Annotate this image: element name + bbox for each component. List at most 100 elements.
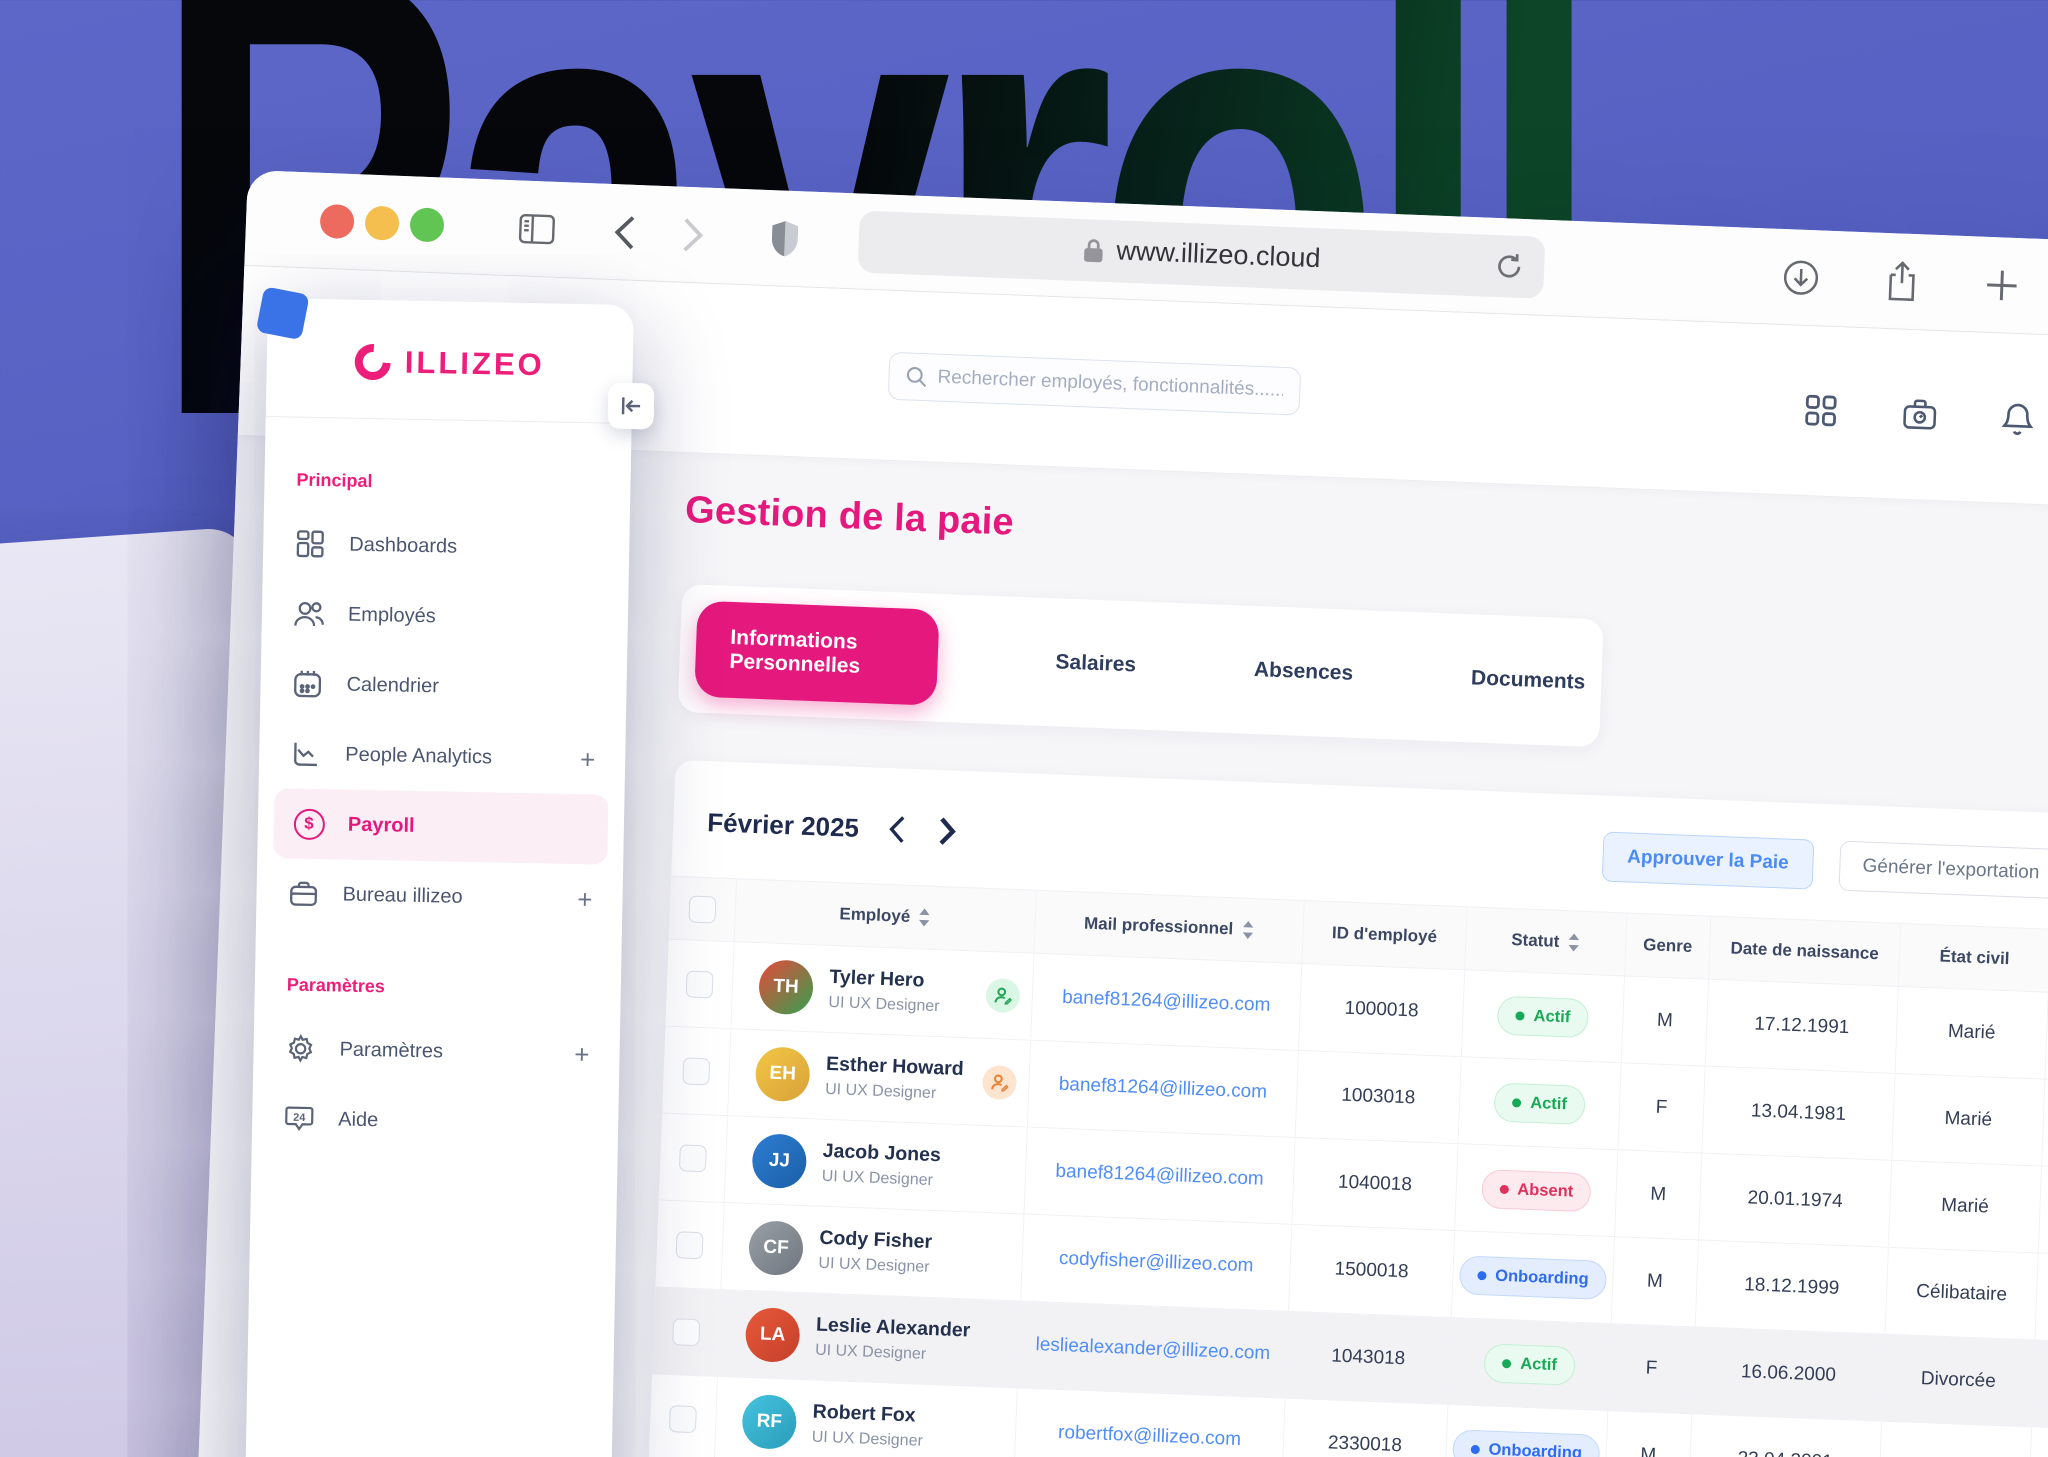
employee-genre: M bbox=[1611, 1237, 1699, 1327]
row-checkbox[interactable] bbox=[685, 969, 714, 998]
sidebar-item-parametres[interactable]: Paramètres + bbox=[283, 1013, 590, 1089]
reload-icon[interactable] bbox=[1494, 250, 1525, 281]
avatar: EH bbox=[754, 1046, 811, 1103]
browser-toolbar: www.illizeo.cloud bbox=[244, 170, 2048, 343]
chevron-right-icon[interactable] bbox=[936, 816, 957, 847]
row-checkbox[interactable] bbox=[668, 1404, 697, 1433]
employee-civil-status: Célibataire bbox=[1885, 1247, 2039, 1340]
tab-salaires[interactable]: Salaires bbox=[1055, 650, 1137, 677]
generate-export-button[interactable]: Générer l'exportation bbox=[1838, 840, 2048, 900]
status-badge: Actif bbox=[1483, 1342, 1576, 1386]
table-row[interactable]: EH Esther Howard UI UX Designer banef81264@… bbox=[662, 1026, 2048, 1175]
column-mail[interactable]: Mail professionnel bbox=[1034, 890, 1305, 964]
employee-id: 1500018 bbox=[1288, 1224, 1456, 1318]
sidebar-item-label: Paramètres bbox=[339, 1038, 444, 1062]
row-checkbox[interactable] bbox=[672, 1317, 701, 1346]
employee-name: Cody Fisher bbox=[819, 1226, 933, 1254]
sidebar-toggle-icon[interactable] bbox=[518, 213, 555, 244]
table-row[interactable]: TH Tyler Hero UI UX Designer banef81264@ill… bbox=[665, 939, 2048, 1088]
share-icon[interactable] bbox=[1883, 259, 1921, 302]
tab-informations-personnelles[interactable]: Informations Personnelles bbox=[694, 600, 940, 706]
column-statut[interactable]: Statut bbox=[1465, 907, 1628, 976]
new-tab-icon[interactable] bbox=[1983, 266, 2020, 303]
table-body: TH Tyler Hero UI UX Designer banef81264@ill… bbox=[642, 939, 2048, 1457]
apps-grid-icon[interactable] bbox=[1803, 392, 1838, 429]
help-24-icon: 24 bbox=[282, 1103, 317, 1134]
employee-id: 1003018 bbox=[1295, 1050, 1462, 1144]
tab-documents[interactable]: Documents bbox=[1470, 666, 1586, 694]
employee-genre: M bbox=[1615, 1150, 1703, 1240]
avatar: RF bbox=[741, 1393, 798, 1450]
address-bar[interactable]: www.illizeo.cloud bbox=[857, 210, 1546, 299]
sidebar-item-people-analytics[interactable]: People Analytics + bbox=[289, 718, 596, 794]
employee-civil-status: Marié bbox=[1895, 986, 2048, 1079]
employee-id: 1000018 bbox=[1298, 964, 1466, 1057]
employee-genre: F bbox=[1618, 1063, 1706, 1153]
sidebar-item-aide[interactable]: 24 Aide bbox=[282, 1083, 589, 1159]
payroll-page: Gestion de la paie Informations Personne… bbox=[188, 436, 2048, 1457]
sidebar-item-dashboards[interactable]: Dashboards bbox=[293, 509, 600, 585]
row-checkbox[interactable] bbox=[675, 1230, 704, 1259]
employee-email-link[interactable]: codyfisher@illizeo.com bbox=[1058, 1247, 1254, 1277]
employee-role: UI UX Designer bbox=[818, 1254, 930, 1276]
plus-icon[interactable]: + bbox=[577, 883, 593, 914]
section-principal: Principal bbox=[296, 469, 373, 492]
close-window-button[interactable] bbox=[319, 203, 355, 239]
employee-email-link[interactable]: banef81264@illizeo.com bbox=[1061, 986, 1271, 1016]
sidebar-item-label: Employés bbox=[347, 603, 436, 627]
chevron-left-icon[interactable] bbox=[886, 814, 907, 845]
shield-icon[interactable] bbox=[768, 218, 802, 259]
zoom-window-button[interactable] bbox=[409, 206, 445, 243]
briefcase-icon bbox=[286, 879, 321, 908]
plus-icon[interactable]: + bbox=[579, 743, 596, 774]
employee-email-link[interactable]: banef81264@illizeo.com bbox=[1055, 1160, 1265, 1190]
sidebar-item-payroll[interactable]: $ Payroll bbox=[273, 788, 609, 865]
column-genre[interactable]: Genre bbox=[1625, 913, 1712, 979]
tabs-bar: Informations Personnelles Salaires Absen… bbox=[677, 583, 1604, 748]
sort-icon bbox=[1567, 933, 1581, 952]
row-checkbox[interactable] bbox=[682, 1056, 711, 1085]
employee-name: Leslie Alexander bbox=[815, 1313, 971, 1342]
header-icons bbox=[1803, 392, 2034, 437]
section-parametres: Paramètres bbox=[286, 974, 386, 997]
avatar: TH bbox=[758, 959, 815, 1016]
column-employe[interactable]: Employé bbox=[734, 879, 1037, 953]
table-header-row: Employé Mail professionnel ID d'employé … bbox=[668, 875, 2048, 1001]
sidebar-item-bureau-illizeo[interactable]: Bureau illizeo + bbox=[286, 858, 593, 934]
search-bar[interactable] bbox=[887, 351, 1302, 416]
employee-birthdate: 13.04.1981 bbox=[1702, 1066, 1896, 1160]
approve-payroll-button[interactable]: Approuver la Paie bbox=[1601, 831, 1815, 890]
dashboards-icon bbox=[293, 529, 328, 560]
back-icon[interactable] bbox=[612, 213, 637, 252]
column-etat-civil[interactable]: État civil bbox=[1898, 924, 2048, 992]
employee-id: 1040018 bbox=[1292, 1137, 1459, 1231]
sidebar-item-label: Aide bbox=[338, 1108, 379, 1131]
briefcase-icon[interactable] bbox=[1901, 396, 1938, 433]
employee-birthdate: 18.12.1999 bbox=[1695, 1240, 1889, 1334]
select-all-checkbox[interactable] bbox=[688, 894, 717, 923]
status-badge: Absent bbox=[1480, 1168, 1592, 1212]
employee-email-link[interactable]: banef81264@illizeo.com bbox=[1058, 1073, 1268, 1103]
row-checkbox[interactable] bbox=[678, 1143, 707, 1172]
employee-genre: M bbox=[1605, 1411, 1693, 1457]
column-id[interactable]: ID d'employé bbox=[1302, 901, 1468, 970]
sidebar-item-employes[interactable]: Employés bbox=[291, 579, 598, 655]
column-naissance[interactable]: Date de naissance bbox=[1709, 916, 1902, 986]
sidebar: ILLIZEO Principal Dashboards bbox=[241, 298, 655, 1457]
employee-email-link[interactable]: robertfox@illizeo.com bbox=[1057, 1422, 1242, 1451]
download-icon[interactable] bbox=[1781, 257, 1820, 296]
employee-birthdate: 17.12.1991 bbox=[1705, 979, 1899, 1073]
employee-role: UI UX Designer bbox=[811, 1428, 924, 1450]
forward-icon[interactable] bbox=[680, 215, 705, 254]
sidebar-item-calendrier[interactable]: Calendrier bbox=[290, 649, 597, 725]
tab-absences[interactable]: Absences bbox=[1253, 657, 1354, 685]
plus-icon[interactable]: + bbox=[574, 1038, 590, 1069]
bell-icon[interactable] bbox=[2001, 400, 2034, 437]
search-input[interactable] bbox=[937, 366, 1284, 402]
employee-email-link[interactable]: lesliealexander@illizeo.com bbox=[1035, 1334, 1271, 1365]
minimize-window-button[interactable] bbox=[364, 205, 400, 241]
status-dot bbox=[1477, 1270, 1487, 1280]
sidebar-item-label: Calendrier bbox=[346, 673, 440, 697]
collapse-sidebar-button[interactable] bbox=[607, 382, 655, 430]
status-badge: Onboarding bbox=[1451, 1428, 1601, 1457]
